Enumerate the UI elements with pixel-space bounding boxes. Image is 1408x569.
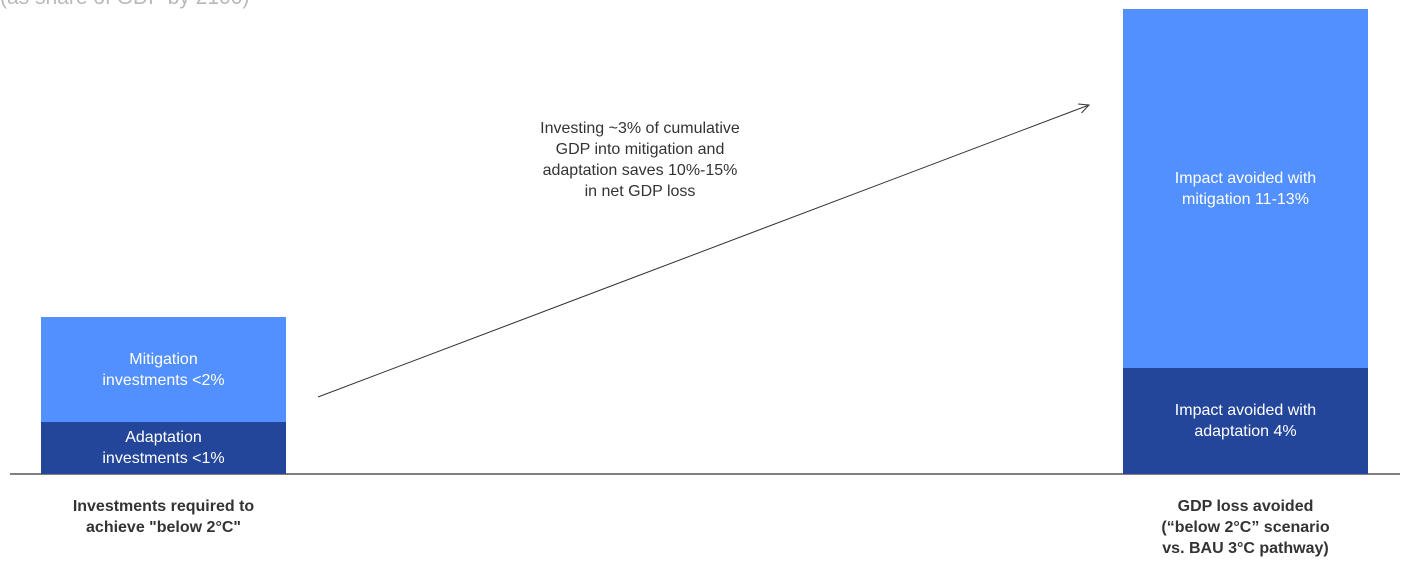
segment-label-line: Impact avoided with [1174, 169, 1317, 187]
category-label-line: GDP loss avoided [1177, 498, 1314, 515]
segment-label-line: mitigation 11-13% [1182, 190, 1309, 208]
trend-arrow-head [1077, 103, 1091, 114]
segment-label-line: Mitigation [129, 350, 198, 368]
bar-segment-mitigation-1: Impact avoided with mitigation 11-13% [1123, 9, 1368, 368]
category-label-line: Investments required to [72, 498, 255, 515]
segment-label-line: adaptation 4% [1194, 423, 1297, 440]
arrow-annotation: Investing ~3% of cumulative GDP into miti… [510, 118, 770, 202]
category-label-line: vs. BAU 3°C pathway) [1162, 540, 1329, 557]
segment-label-line: investments <2% [102, 371, 225, 389]
bar-segment-adaptation-0: Adaptation investments <1% [41, 422, 286, 474]
segment-label-line: investments <1% [102, 450, 225, 467]
annotation-line: GDP into mitigation and [555, 141, 725, 158]
category-label-1: GDP loss avoided (“below 2°C” scenario vs.… [1103, 496, 1388, 559]
category-label-line: (“below 2°C” scenario [1161, 519, 1330, 536]
segment-label-line: Adaptation [125, 429, 202, 446]
segment-label: Impact avoided with mitigation 11-13% [1175, 168, 1316, 210]
annotation-line: in net GDP loss [584, 183, 696, 200]
category-label-line: achieve "below 2°C" [86, 519, 241, 536]
segment-label: Impact avoided with adaptation 4% [1175, 400, 1316, 442]
chart-subtitle-clipped: (as share of GDP by 2100) [0, 0, 249, 10]
annotation-line: Investing ~3% of cumulative [540, 120, 740, 137]
annotation-line: adaptation saves 10%-15% [542, 162, 738, 179]
segment-label: Mitigation investments <2% [102, 349, 224, 391]
category-label-0: Investments required to achieve "below 2°… [21, 496, 306, 538]
segment-label-line: Impact avoided with [1174, 402, 1317, 419]
bar-segment-mitigation-0: Mitigation investments <2% [41, 317, 286, 422]
bar-segment-adaptation-1: Impact avoided with adaptation 4% [1123, 368, 1368, 474]
segment-label: Adaptation investments <1% [102, 427, 224, 469]
trend-arrow [317, 104, 1090, 398]
